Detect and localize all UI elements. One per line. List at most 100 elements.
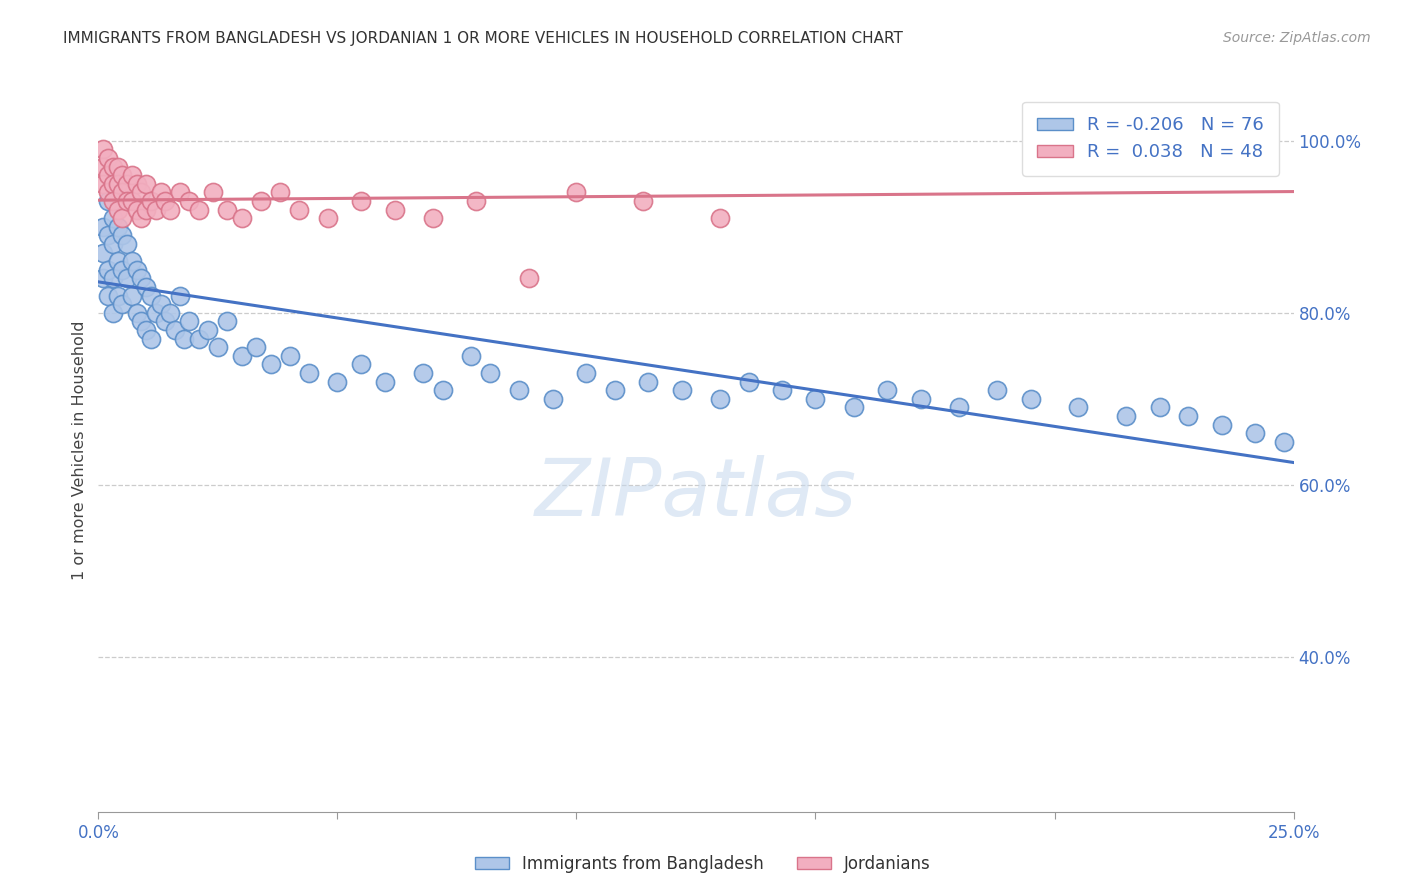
Point	[101, 177, 124, 191]
Point	[115, 271, 138, 285]
Point	[422, 211, 444, 226]
Point	[1177, 409, 1199, 423]
Point	[125, 263, 148, 277]
Point	[163, 323, 186, 337]
Point	[384, 202, 406, 217]
Point	[111, 168, 134, 182]
Point	[259, 358, 281, 372]
Point	[145, 202, 167, 217]
Point	[115, 237, 138, 252]
Point	[460, 349, 482, 363]
Point	[121, 254, 143, 268]
Point	[1244, 426, 1267, 441]
Point	[169, 186, 191, 200]
Point	[97, 288, 120, 302]
Point	[97, 194, 120, 208]
Point	[97, 263, 120, 277]
Point	[145, 306, 167, 320]
Point	[326, 375, 349, 389]
Legend: Immigrants from Bangladesh, Jordanians: Immigrants from Bangladesh, Jordanians	[468, 848, 938, 880]
Point	[131, 314, 153, 328]
Point	[350, 358, 373, 372]
Point	[107, 160, 129, 174]
Point	[842, 401, 865, 415]
Point	[517, 271, 540, 285]
Point	[565, 186, 588, 200]
Point	[101, 211, 124, 226]
Point	[121, 288, 143, 302]
Point	[139, 194, 162, 208]
Point	[187, 332, 209, 346]
Point	[1019, 392, 1042, 406]
Point	[202, 186, 225, 200]
Point	[316, 211, 339, 226]
Point	[173, 332, 195, 346]
Point	[179, 194, 201, 208]
Point	[107, 254, 129, 268]
Point	[101, 306, 124, 320]
Point	[139, 288, 162, 302]
Point	[269, 186, 291, 200]
Point	[217, 202, 239, 217]
Point	[197, 323, 219, 337]
Point	[135, 280, 157, 294]
Point	[139, 332, 162, 346]
Text: Source: ZipAtlas.com: Source: ZipAtlas.com	[1223, 31, 1371, 45]
Point	[97, 151, 120, 165]
Point	[671, 384, 693, 398]
Point	[97, 186, 120, 200]
Point	[1149, 401, 1171, 415]
Point	[298, 366, 321, 380]
Point	[91, 160, 114, 174]
Legend: R = -0.206   N = 76, R =  0.038   N = 48: R = -0.206 N = 76, R = 0.038 N = 48	[1022, 102, 1278, 176]
Point	[101, 271, 124, 285]
Point	[91, 245, 114, 260]
Point	[1272, 434, 1295, 449]
Point	[111, 297, 134, 311]
Point	[374, 375, 396, 389]
Point	[350, 194, 373, 208]
Point	[131, 211, 153, 226]
Point	[97, 228, 120, 243]
Point	[465, 194, 488, 208]
Text: ZIPatlas: ZIPatlas	[534, 455, 858, 533]
Point	[1211, 417, 1233, 432]
Point	[250, 194, 273, 208]
Point	[910, 392, 932, 406]
Point	[770, 384, 793, 398]
Point	[876, 384, 898, 398]
Point	[135, 202, 157, 217]
Point	[115, 177, 138, 191]
Point	[737, 375, 759, 389]
Point	[948, 401, 970, 415]
Point	[125, 177, 148, 191]
Point	[125, 306, 148, 320]
Point	[149, 297, 172, 311]
Point	[432, 384, 454, 398]
Point	[91, 219, 114, 234]
Point	[603, 384, 626, 398]
Point	[111, 211, 134, 226]
Point	[231, 211, 253, 226]
Point	[159, 202, 181, 217]
Point	[135, 177, 157, 191]
Point	[97, 168, 120, 182]
Text: IMMIGRANTS FROM BANGLADESH VS JORDANIAN 1 OR MORE VEHICLES IN HOUSEHOLD CORRELAT: IMMIGRANTS FROM BANGLADESH VS JORDANIAN …	[63, 31, 903, 46]
Point	[131, 186, 153, 200]
Point	[278, 349, 301, 363]
Point	[91, 271, 114, 285]
Point	[575, 366, 598, 380]
Point	[179, 314, 201, 328]
Point	[633, 194, 655, 208]
Point	[231, 349, 253, 363]
Point	[412, 366, 434, 380]
Point	[149, 186, 172, 200]
Point	[508, 384, 530, 398]
Point	[125, 202, 148, 217]
Point	[107, 202, 129, 217]
Point	[1067, 401, 1090, 415]
Point	[115, 194, 138, 208]
Y-axis label: 1 or more Vehicles in Household: 1 or more Vehicles in Household	[72, 321, 87, 580]
Point	[986, 384, 1008, 398]
Point	[101, 160, 124, 174]
